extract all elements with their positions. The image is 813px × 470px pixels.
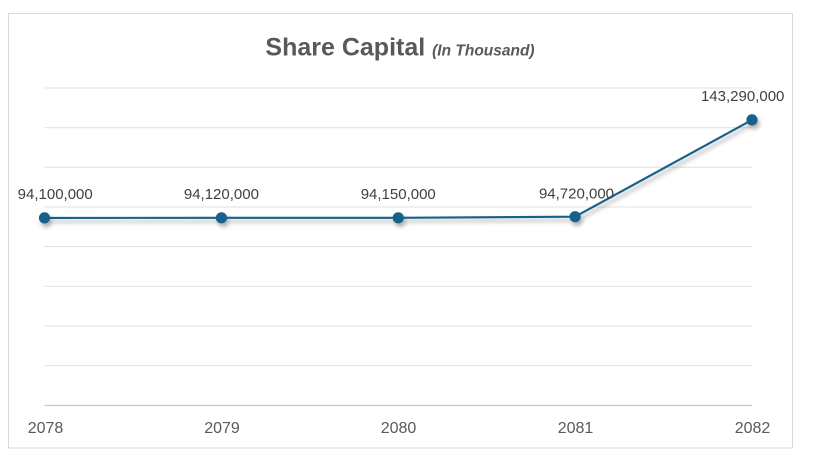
svg-text:2081: 2081 [558, 420, 594, 437]
svg-text:2078: 2078 [28, 420, 64, 437]
svg-text:94,100,000: 94,100,000 [18, 186, 93, 203]
svg-text:Share Capital (In Thousand): Share Capital (In Thousand) [265, 34, 534, 62]
svg-text:94,150,000: 94,150,000 [361, 186, 436, 203]
svg-text:143,290,000: 143,290,000 [701, 88, 784, 105]
svg-text:2080: 2080 [381, 420, 417, 437]
svg-text:2079: 2079 [204, 420, 240, 437]
svg-text:94,720,000: 94,720,000 [539, 185, 614, 202]
svg-text:2082: 2082 [735, 420, 771, 437]
svg-text:94,120,000: 94,120,000 [184, 186, 259, 203]
